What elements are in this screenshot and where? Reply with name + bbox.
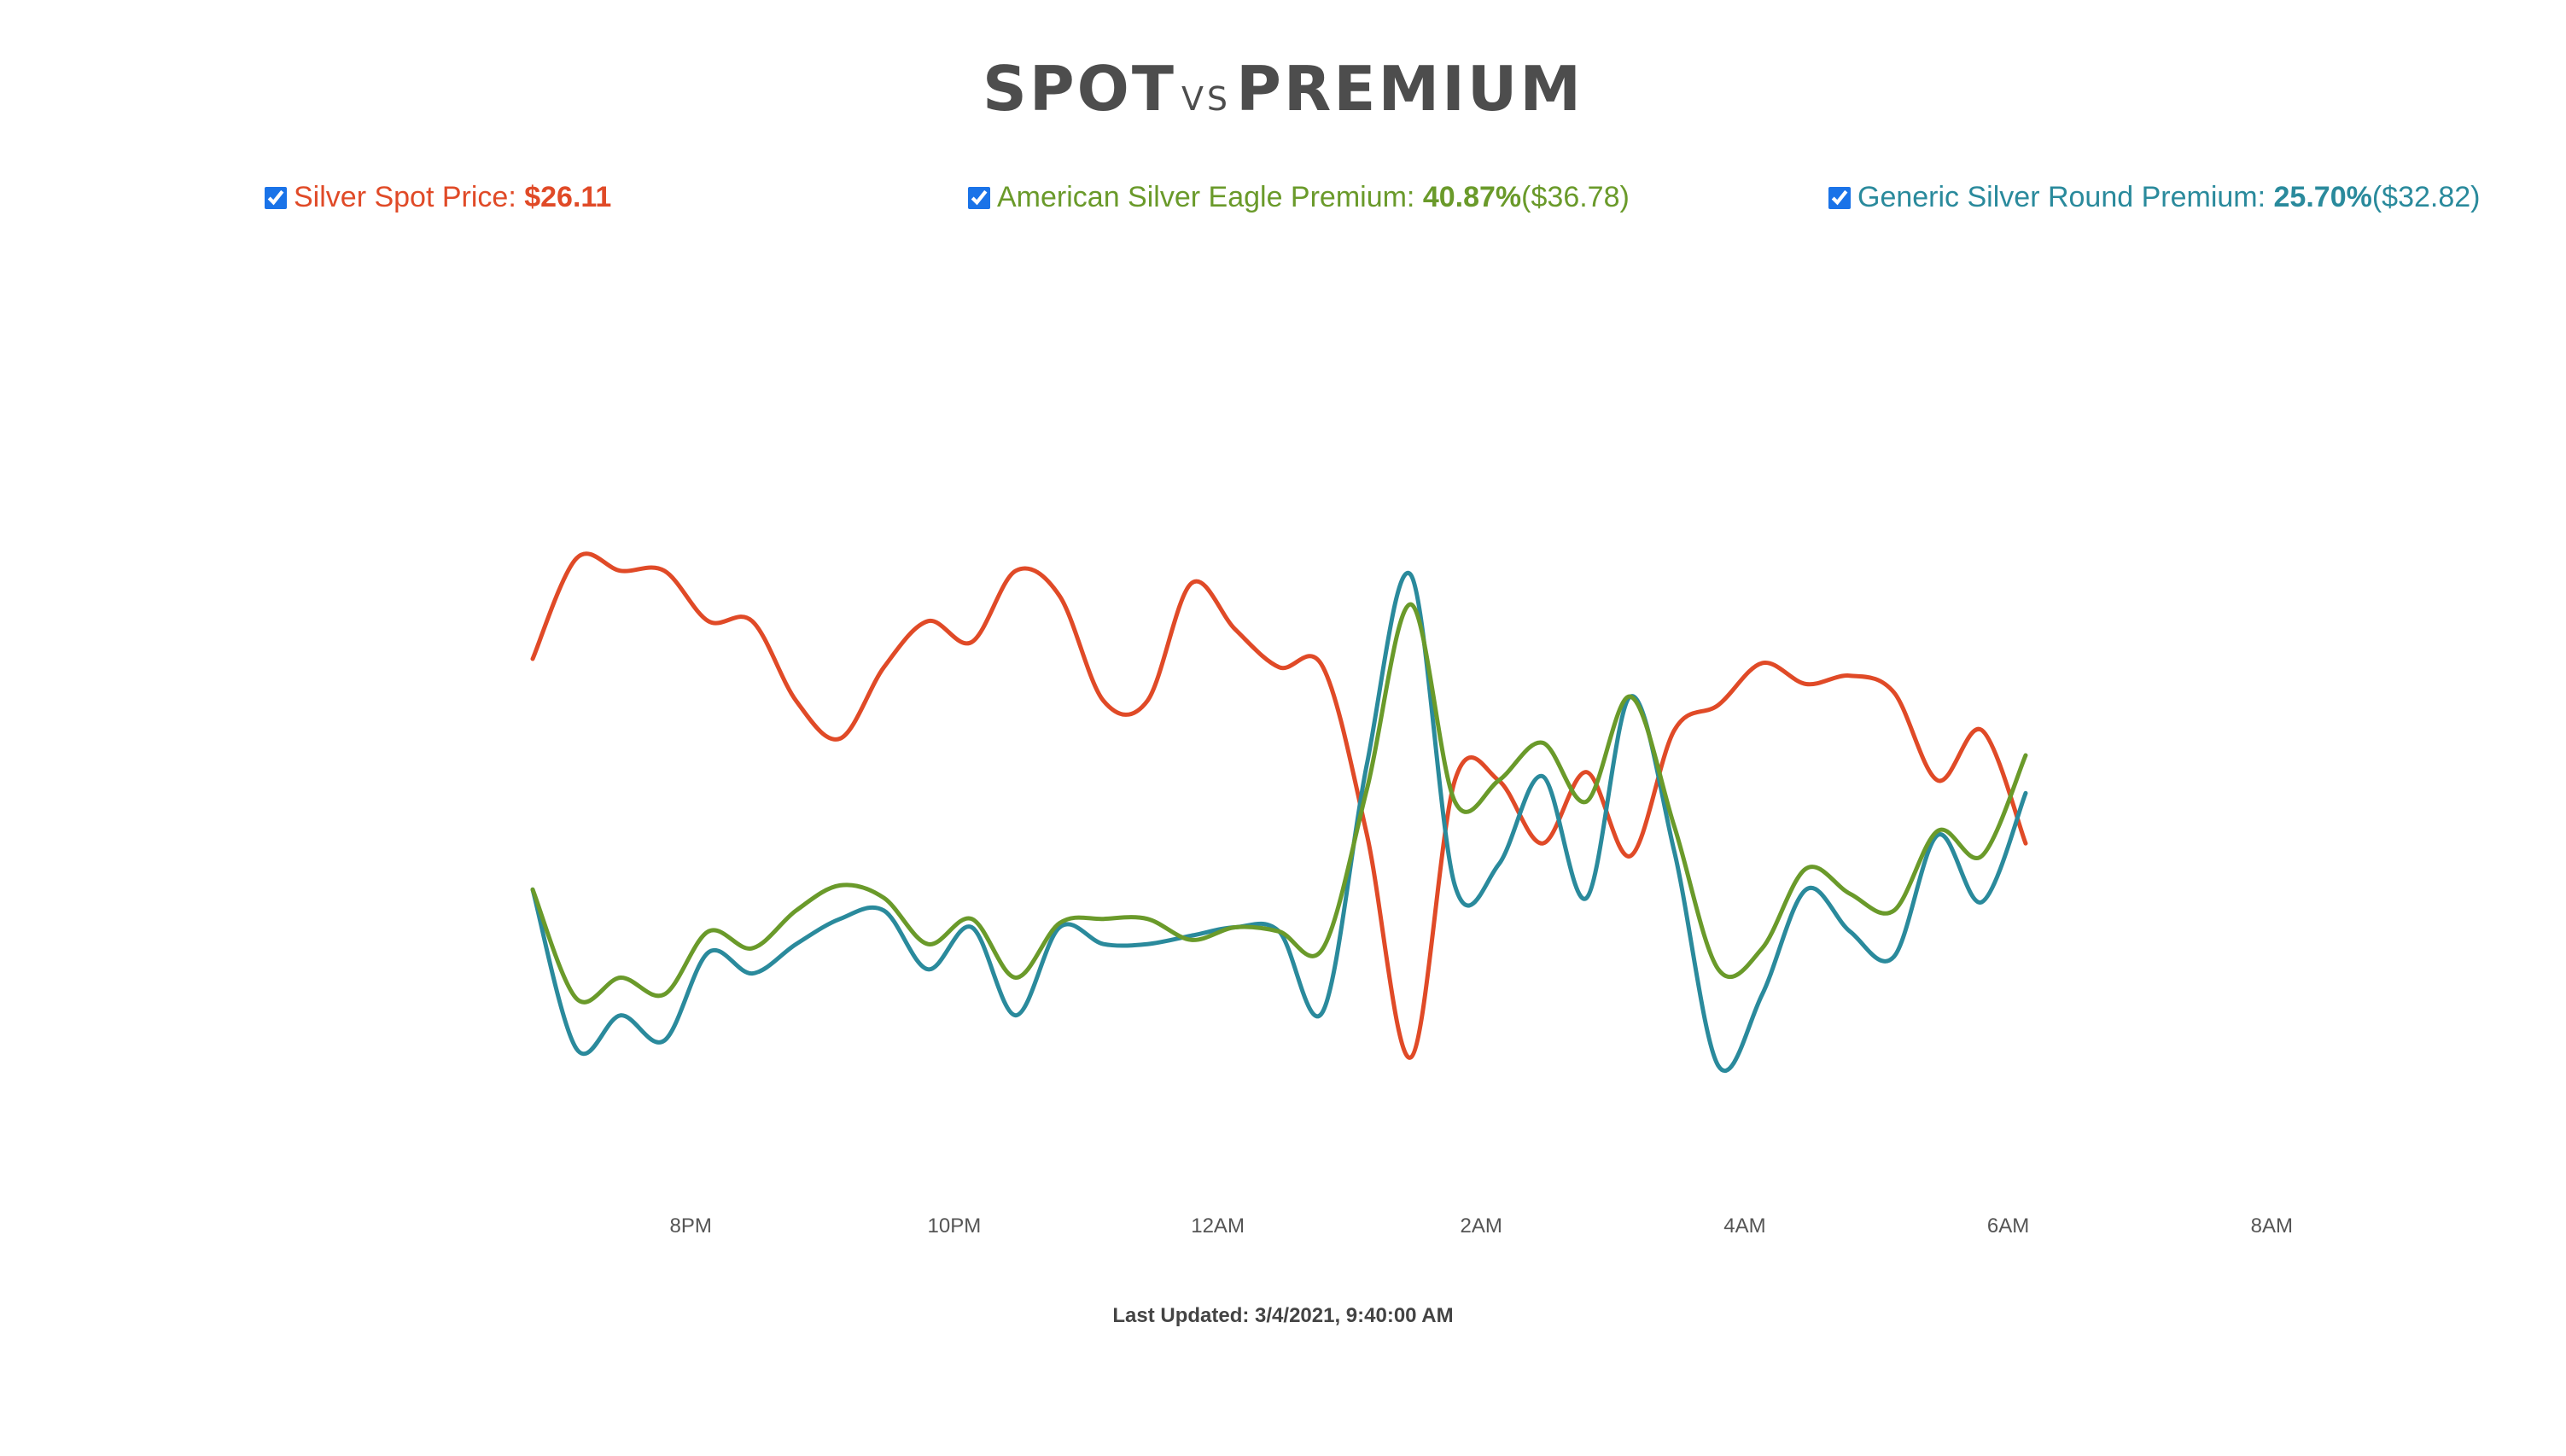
- x-tick-label: 2AM: [1461, 1214, 1502, 1238]
- legend-round-label: Generic Silver Round Premium:: [1857, 181, 2266, 213]
- series-line-1: [530, 602, 2028, 1005]
- x-tick-label: 12AM: [1191, 1214, 1245, 1238]
- x-tick-label: 6AM: [1987, 1214, 2029, 1238]
- x-tick-label: 4AM: [1723, 1214, 1765, 1238]
- legend-silver-spot[interactable]: Silver Spot Price: $26.11: [265, 181, 611, 214]
- x-tick-label: 8PM: [670, 1214, 712, 1238]
- round-premium-checkbox[interactable]: [1828, 186, 1851, 209]
- legend-eagle-premium[interactable]: American Silver Eagle Premium: 40.87% ($…: [968, 181, 1630, 214]
- legend-round-extra: ($32.82): [2371, 181, 2481, 213]
- legend-eagle-extra: ($36.78): [1521, 181, 1630, 213]
- eagle-premium-checkbox[interactable]: [968, 186, 990, 209]
- legend-round-value: 25.70%: [2273, 181, 2372, 213]
- legend-round-premium[interactable]: Generic Silver Round Premium: 25.70% ($3…: [1828, 181, 2480, 214]
- legend-silver-label: Silver Spot Price:: [294, 181, 516, 213]
- series-line-0: [530, 551, 2028, 1060]
- last-updated: Last Updated: 3/4/2021, 9:40:00 AM: [1112, 1304, 1454, 1327]
- x-tick-label: 10PM: [928, 1214, 982, 1238]
- title-premium: PREMIUM: [1236, 53, 1584, 125]
- series-line-2: [530, 570, 2028, 1074]
- legend-silver-value: $26.11: [524, 181, 612, 213]
- chart-title: SPOT VSPREMIUM: [0, 53, 2566, 125]
- x-tick-label: 8AM: [2251, 1214, 2293, 1238]
- title-vs: VS: [1181, 80, 1232, 118]
- title-spot: SPOT: [982, 53, 1176, 125]
- silver-spot-checkbox[interactable]: [265, 186, 287, 209]
- legend-eagle-value: 40.87%: [1422, 181, 1522, 213]
- legend-eagle-label: American Silver Eagle Premium:: [997, 181, 1415, 213]
